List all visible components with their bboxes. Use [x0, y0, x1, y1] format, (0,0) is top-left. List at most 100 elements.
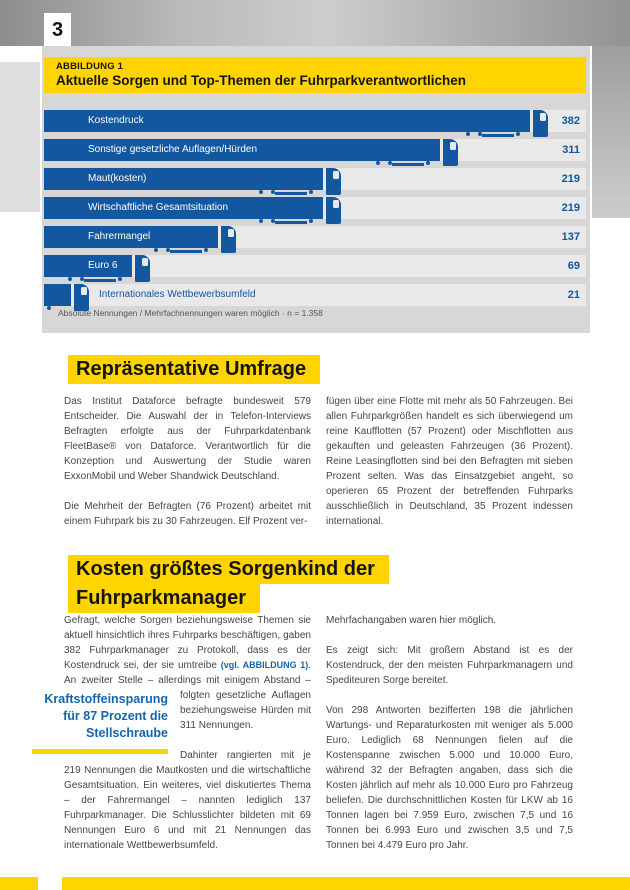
truck-wheel-icon	[80, 277, 84, 281]
paragraph: Die Mehrheit der Befragten (76 Prozent) …	[64, 501, 311, 527]
section1-heading: Repräsentative Umfrage	[68, 355, 321, 384]
truck-wheel-icon	[537, 132, 541, 136]
bar-label: Sonstige gesetzliche Auflagen/Hürden	[88, 144, 258, 155]
paragraph: Dahinter rangierten mit je 219 Nennungen…	[64, 750, 311, 851]
bar-row: Euro 6 69	[44, 255, 588, 285]
truck-wheel-icon	[447, 161, 451, 165]
pullquote-text: Kraftstoffeinsparung für 87 Prozent die …	[44, 692, 168, 740]
bar-trailer: Maut(kosten)	[44, 168, 323, 190]
bar-row: Kostendruck 382	[44, 110, 588, 140]
bar-value: 21	[567, 289, 580, 301]
bar-trailer: Kostendruck	[44, 110, 530, 132]
bar-row-background	[44, 284, 586, 306]
bar-row-background	[44, 255, 586, 277]
truck-chassis	[84, 279, 116, 282]
truck-icon	[74, 284, 89, 311]
paragraph: Gefragt, welche Sorgen beziehungsweise T…	[32, 613, 311, 754]
section2-left-column: Gefragt, welche Sorgen beziehungsweise T…	[32, 613, 311, 868]
section1-left-column: Das Institut Dataforce befragte bundeswe…	[64, 394, 311, 544]
section2-heading-line1: Kosten größtes Sorgenkind der	[68, 555, 389, 584]
bar-label: Internationales Wettbewerbsumfeld	[99, 289, 256, 300]
paragraph: Es zeigt sich: Mit großem Abstand ist es…	[326, 645, 573, 686]
truck-wheel-icon	[154, 248, 158, 252]
bar-label: Fahrermangel	[88, 231, 151, 242]
paragraph: Mehrfachangaben waren hier möglich.	[326, 615, 497, 626]
bar-trailer	[44, 284, 71, 306]
bar-label: Wirtschaftliche Gesamtsituation	[88, 202, 229, 213]
section1-columns: Das Institut Dataforce befragte bundeswe…	[64, 394, 573, 544]
pullquote: Kraftstoffeinsparung für 87 Prozent die …	[32, 691, 168, 754]
bar-label: Kostendruck	[88, 115, 144, 126]
truck-wheel-icon	[478, 132, 482, 136]
truck-wheel-icon	[516, 132, 520, 136]
bar-row: Maut(kosten) 219	[44, 168, 588, 198]
truck-wheel-icon	[259, 190, 263, 194]
truck-icon	[443, 139, 458, 166]
left-decor-strip	[0, 62, 40, 212]
bar-trailer: Sonstige gesetzliche Auflagen/Hürden	[44, 139, 440, 161]
truck-icon	[326, 168, 341, 195]
truck-chassis	[392, 163, 424, 166]
section2-right-column: Mehrfachangaben waren hier möglich. Es z…	[326, 613, 573, 868]
section2-columns: Gefragt, welche Sorgen beziehungsweise T…	[32, 613, 573, 868]
truck-wheel-icon	[68, 277, 72, 281]
truck-icon	[221, 226, 236, 253]
truck-wheel-icon	[330, 219, 334, 223]
section2-heading: Kosten größtes Sorgenkind der Fuhrparkma…	[68, 555, 389, 613]
bar-value: 219	[561, 173, 580, 185]
bar-row: Sonstige gesetzliche Auflagen/Hürden 311	[44, 139, 588, 169]
truck-window	[228, 229, 234, 237]
truck-chassis	[170, 250, 202, 253]
chart-note: Absolute Nennungen / Mehrfachnennungen w…	[58, 308, 323, 318]
bar-trailer: Wirtschaftliche Gesamtsituation	[44, 197, 323, 219]
bar-row: Fahrermangel 137	[44, 226, 588, 256]
truck-wheel-icon	[47, 306, 51, 310]
truck-wheel-icon	[466, 132, 470, 136]
truck-icon	[326, 197, 341, 224]
truck-wheel-icon	[118, 277, 122, 281]
truck-wheel-icon	[204, 248, 208, 252]
paragraph: Das Institut Dataforce befragte bundeswe…	[64, 396, 311, 482]
bar-value: 311	[562, 144, 580, 156]
bar-row: Wirtschaftliche Gesamtsituation 219	[44, 197, 588, 227]
truck-icon	[533, 110, 548, 137]
truck-wheel-icon	[388, 161, 392, 165]
text-run: Gefragt, welche Sorgen beziehungsweise T…	[64, 615, 311, 671]
text-run: gesetzliche Auflagen beziehungsweise Hür…	[180, 690, 311, 731]
bar-row: Internationales Wettbewerbsumfeld 21	[44, 284, 588, 314]
footer-bar-main	[62, 877, 630, 890]
truck-wheel-icon	[139, 277, 143, 281]
truck-wheel-icon	[426, 161, 430, 165]
paragraph: Von 298 Antworten bezifferten 198 die jä…	[326, 705, 573, 851]
truck-chassis	[275, 192, 307, 195]
truck-wheel-icon	[271, 219, 275, 223]
bar-value: 137	[561, 231, 580, 243]
truck-window	[142, 258, 148, 266]
text-run: . An zweiter Stelle – allerdings mit ein…	[64, 660, 311, 701]
chart-kicker: ABBILDUNG 1	[56, 61, 124, 72]
truck-wheel-icon	[225, 248, 229, 252]
bar-value: 69	[567, 260, 580, 272]
chart-panel: ABBILDUNG 1 Aktuelle Sorgen und Top-Them…	[42, 46, 590, 333]
footer-bar-left	[0, 877, 38, 890]
truck-chassis	[482, 134, 514, 137]
truck-wheel-icon	[376, 161, 380, 165]
right-decor-strip	[592, 46, 630, 218]
bar-label: Euro 6	[88, 260, 118, 271]
bar-value: 219	[561, 202, 580, 214]
section1-right-column: fügen über eine Flotte mit mehr als 50 F…	[326, 394, 573, 544]
truck-wheel-icon	[271, 190, 275, 194]
chart-header: ABBILDUNG 1 Aktuelle Sorgen und Top-Them…	[44, 57, 586, 93]
truck-window	[333, 171, 339, 179]
truck-wheel-icon	[330, 190, 334, 194]
truck-window	[450, 142, 456, 150]
section2-heading-line2: Fuhrparkmanager	[68, 584, 261, 613]
truck-wheel-icon	[166, 248, 170, 252]
truck-window	[81, 287, 87, 295]
bar-value: 382	[561, 115, 580, 127]
truck-chassis	[275, 221, 307, 224]
paragraph: fügen über eine Flotte mit mehr als 50 F…	[326, 396, 573, 527]
truck-wheel-icon	[309, 190, 313, 194]
truck-wheel-icon	[78, 306, 82, 310]
chart-title: Aktuelle Sorgen und Top-Themen der Fuhrp…	[56, 73, 467, 88]
